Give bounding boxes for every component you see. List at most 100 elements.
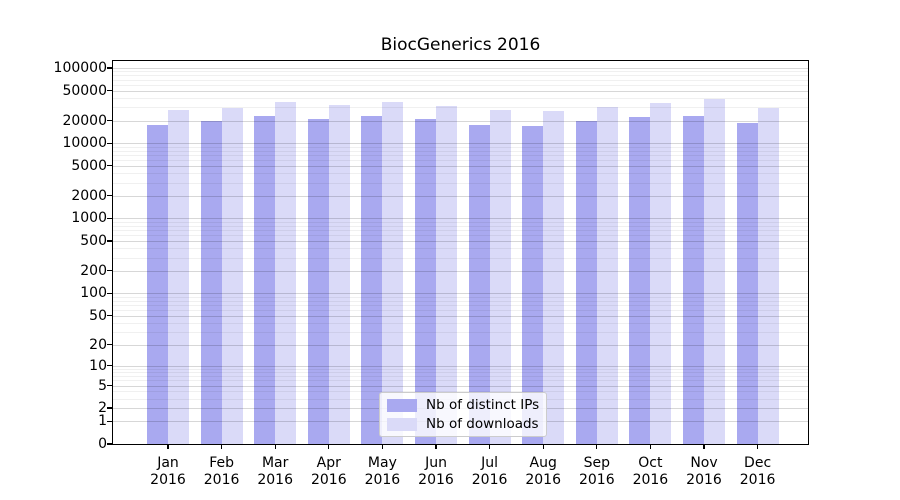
bar-downloads-mar <box>275 102 297 444</box>
gridline-minor <box>113 391 808 393</box>
y-tick-mark <box>107 407 112 409</box>
bar-distinct-ips-dec <box>736 123 758 444</box>
y-tick-label-20000: 20000 <box>62 112 107 129</box>
bar-downloads-jun <box>436 105 457 444</box>
y-tick-mark <box>107 270 112 272</box>
y-tick-label-1000: 1000 <box>71 210 107 227</box>
gridline-minor <box>113 79 808 81</box>
gridline-minor <box>113 300 808 302</box>
y-tick-label-200: 200 <box>80 262 107 279</box>
x-tick-mark <box>703 444 705 449</box>
y-tick-label-5000: 5000 <box>71 157 107 174</box>
gridline-minor <box>113 235 808 236</box>
bar-distinct-ips-may <box>361 115 383 444</box>
x-tick-mark <box>488 444 491 449</box>
x-tick-mark <box>542 444 544 449</box>
gridline-minor <box>113 71 808 73</box>
gridline-major <box>113 241 808 242</box>
gridline-major <box>113 90 808 92</box>
gridline-minor <box>113 296 808 298</box>
gridline-major <box>113 165 808 167</box>
bar-distinct-ips-feb <box>200 121 222 444</box>
y-tick-label-10000: 10000 <box>62 135 107 152</box>
y-tick-mark <box>107 142 112 144</box>
x-tick-mark <box>435 444 437 449</box>
gridline-minor <box>113 257 808 259</box>
gridline-minor <box>113 309 808 311</box>
gridline-minor <box>113 225 808 227</box>
x-tick-label-feb: Feb 2016 <box>203 455 240 488</box>
y-tick-label-50000: 50000 <box>62 82 107 99</box>
gridline-minor <box>113 322 808 324</box>
gridline-major <box>113 68 808 69</box>
x-tick-label-apr: Apr 2016 <box>310 455 347 488</box>
bar-distinct-ips-jul <box>468 125 490 444</box>
gridline-major <box>113 365 808 367</box>
legend-label-distinct-ips: Nb of distinct IPs <box>426 396 540 413</box>
gridline-major <box>113 120 808 122</box>
gridline-minor <box>113 304 808 306</box>
y-tick-mark <box>107 67 112 69</box>
gridline-major <box>113 385 808 387</box>
bar-downloads-may <box>382 101 404 444</box>
y-tick-label-100: 100 <box>80 285 107 302</box>
y-tick-mark <box>107 89 112 92</box>
gridline-minor <box>113 248 808 250</box>
y-tick-mark <box>107 195 112 197</box>
y-tick-mark <box>107 314 112 317</box>
x-tick-mark <box>328 444 330 449</box>
bar-distinct-ips-apr <box>307 118 329 444</box>
bar-downloads-feb <box>221 107 243 444</box>
bar-distinct-ips-mar <box>254 115 276 444</box>
gridline-minor <box>113 368 808 370</box>
legend-row-downloads: Nb of downloads <box>380 416 546 432</box>
bar-distinct-ips-aug <box>522 126 544 444</box>
x-tick-label-jan: Jan 2016 <box>150 455 186 488</box>
gridline-minor <box>113 221 808 223</box>
y-tick-mark <box>107 443 112 445</box>
y-tick-mark <box>107 292 112 294</box>
y-tick-mark <box>107 240 112 242</box>
y-tick-mark <box>107 420 112 423</box>
plot-area: Jan 2016 Feb 2016 Mar 2016 Apr 2016 May 2016… <box>54 60 809 488</box>
gridline-minor <box>113 173 808 175</box>
gridline-minor <box>113 154 808 156</box>
bar-downloads-oct <box>650 102 672 444</box>
x-tick-label-aug: Aug 2016 <box>525 455 561 488</box>
gridline-minor <box>113 84 808 86</box>
x-tick-label-sep: Sep 2016 <box>578 455 615 488</box>
gridline-minor <box>113 150 808 152</box>
bar-downloads-dec <box>757 108 779 444</box>
x-tick-label-jun: Jun 2016 <box>418 455 454 488</box>
y-tick-mark <box>107 384 112 387</box>
legend-swatch-distinct-ips <box>387 398 417 412</box>
x-tick-mark <box>649 444 652 449</box>
gridline-minor <box>113 331 808 333</box>
x-tick-mark <box>220 444 223 449</box>
y-tick-label-20: 20 <box>89 336 107 353</box>
gridline-minor <box>113 380 808 382</box>
x-tick-mark <box>274 444 276 449</box>
bar-downloads-sep <box>596 107 618 444</box>
y-tick-mark <box>107 119 112 122</box>
gridline-major <box>113 315 808 317</box>
gridline-major <box>113 195 808 197</box>
x-tick-label-mar: Mar 2016 <box>257 455 293 488</box>
y-tick-mark <box>107 343 112 346</box>
y-tick-label-100000: 100000 <box>53 60 107 76</box>
x-tick-mark <box>596 444 598 449</box>
bar-distinct-ips-oct <box>629 116 651 444</box>
bar-downloads-aug <box>543 110 565 444</box>
x-tick-label-jul: Jul 2016 <box>471 455 508 488</box>
legend-row-distinct-ips: Nb of distinct IPs <box>380 396 546 413</box>
x-tick-label-may: May 2016 <box>364 455 401 488</box>
bar-downloads-jan <box>168 110 189 444</box>
chart-title: BiocGenerics 2016 <box>380 35 541 55</box>
y-tick-label-10: 10 <box>89 357 107 374</box>
x-tick-label-nov: Nov 2016 <box>686 455 722 488</box>
gridline-minor <box>113 182 808 184</box>
bar-downloads-nov <box>704 98 725 444</box>
y-tick-mark <box>107 165 112 167</box>
y-tick-label-500: 500 <box>80 233 107 249</box>
